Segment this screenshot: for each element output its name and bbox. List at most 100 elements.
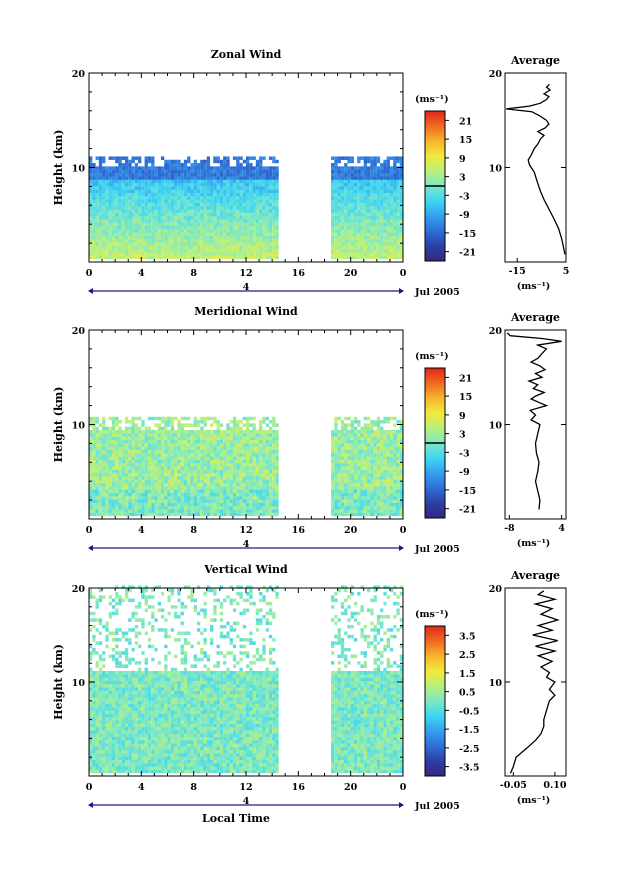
heatmap-cell — [383, 420, 387, 424]
heatmap-cell — [154, 219, 158, 223]
heatmap-cell — [187, 453, 191, 457]
heatmap-cell — [389, 252, 394, 256]
heatmap-cell — [206, 169, 211, 174]
heatmap-cell — [357, 466, 361, 470]
heatmap-cell — [219, 472, 224, 477]
heatmap-cell — [160, 225, 165, 230]
heatmap-cell — [128, 489, 132, 494]
heatmap-cell — [200, 179, 204, 184]
heatmap-cell — [164, 472, 168, 477]
heatmap-cell — [353, 486, 358, 490]
heatmap-cell — [92, 459, 96, 464]
heatmap-cell — [131, 225, 135, 230]
heatmap-cell — [265, 446, 269, 451]
heatmap-cell — [219, 239, 224, 243]
heatmap-cell — [216, 229, 220, 233]
heatmap-cell — [396, 439, 400, 444]
heatmap-cell — [399, 436, 404, 441]
heatmap-cell — [167, 245, 171, 250]
heatmap-cell — [157, 225, 161, 230]
heatmap-cell — [353, 242, 358, 246]
heatmap-cell — [376, 159, 381, 164]
heatmap-cell — [128, 169, 132, 174]
heatmap-cell — [393, 449, 397, 454]
heatmap-cell — [177, 202, 181, 207]
heatmap-cell — [331, 476, 335, 480]
heatmap-cell — [344, 433, 348, 437]
heatmap-cell — [157, 239, 161, 243]
heatmap-cell — [131, 416, 135, 421]
heatmap-cell — [239, 496, 243, 500]
heatmap-cell — [272, 443, 276, 447]
heatmap-cell — [134, 492, 139, 497]
heatmap-cell — [380, 179, 384, 184]
heatmap-cell — [193, 489, 197, 494]
heatmap-cell — [92, 677, 96, 682]
heatmap-cell — [239, 482, 243, 487]
heatmap-cell — [151, 156, 155, 160]
heatmap-cell — [92, 219, 96, 223]
heatmap-cell — [399, 420, 404, 424]
x-tick-label: 4 — [138, 525, 145, 536]
heatmap-cell — [174, 433, 178, 437]
heatmap-cell — [89, 684, 93, 688]
heatmap-cell — [249, 232, 253, 237]
heatmap-cell — [151, 429, 155, 434]
heatmap-cell — [92, 436, 96, 441]
heatmap-cell — [252, 476, 256, 480]
heatmap-cell — [386, 172, 390, 177]
heatmap-cell — [203, 192, 207, 197]
heatmap-cell — [226, 466, 230, 470]
heatmap-cell — [249, 239, 253, 243]
heatmap-cell — [340, 463, 345, 467]
heatmap-cell — [399, 242, 404, 246]
heatmap-cell — [344, 219, 348, 223]
heatmap-cell — [265, 466, 269, 470]
heatmap-cell — [196, 423, 201, 427]
heatmap-cell — [373, 459, 377, 464]
heatmap-cell — [226, 176, 230, 180]
heatmap-cell — [376, 416, 381, 421]
heatmap-cell — [331, 433, 335, 437]
heatmap-cell — [331, 249, 335, 253]
heatmap-cell — [242, 189, 247, 194]
heatmap-cell — [275, 225, 279, 230]
heatmap-cell — [154, 225, 158, 230]
heatmap-cell — [128, 209, 132, 213]
heatmap-cell — [249, 235, 253, 240]
heatmap-cell — [118, 159, 122, 164]
heatmap-cell — [334, 423, 338, 427]
heatmap-cell — [111, 420, 116, 424]
heatmap-cell — [232, 166, 237, 170]
heatmap-cell — [386, 459, 390, 464]
heatmap-cell — [396, 255, 400, 260]
heatmap-cell — [138, 449, 142, 454]
heatmap-cell — [268, 453, 273, 457]
colorbar-tick-label: 15 — [459, 135, 472, 146]
heatmap-cell — [118, 212, 122, 217]
heatmap-cell — [213, 245, 217, 250]
heatmap-cell — [111, 492, 116, 497]
heatmap-cell — [265, 222, 269, 227]
heatmap-cell — [272, 202, 276, 207]
heatmap-cell — [111, 446, 116, 451]
heatmap-cell — [262, 479, 266, 484]
heatmap-cell — [118, 225, 122, 230]
heatmap-cell — [347, 449, 351, 454]
heatmap-cell — [105, 463, 109, 467]
heatmap-cell — [138, 172, 142, 177]
heatmap-cell — [144, 159, 148, 164]
heatmap-cell — [353, 225, 358, 230]
heatmap-cell — [95, 239, 99, 243]
heatmap-cell — [200, 172, 204, 177]
heatmap-cell — [216, 496, 220, 500]
heatmap-cell — [196, 439, 201, 444]
heatmap-cell — [213, 506, 217, 510]
heatmap-cell — [242, 196, 247, 200]
heatmap-cell — [380, 215, 384, 220]
heatmap-cell — [216, 469, 220, 474]
heatmap-cell — [213, 509, 217, 513]
heatmap-cell — [268, 212, 273, 217]
heatmap-cell — [393, 209, 397, 213]
heatmap-cell — [203, 512, 207, 517]
